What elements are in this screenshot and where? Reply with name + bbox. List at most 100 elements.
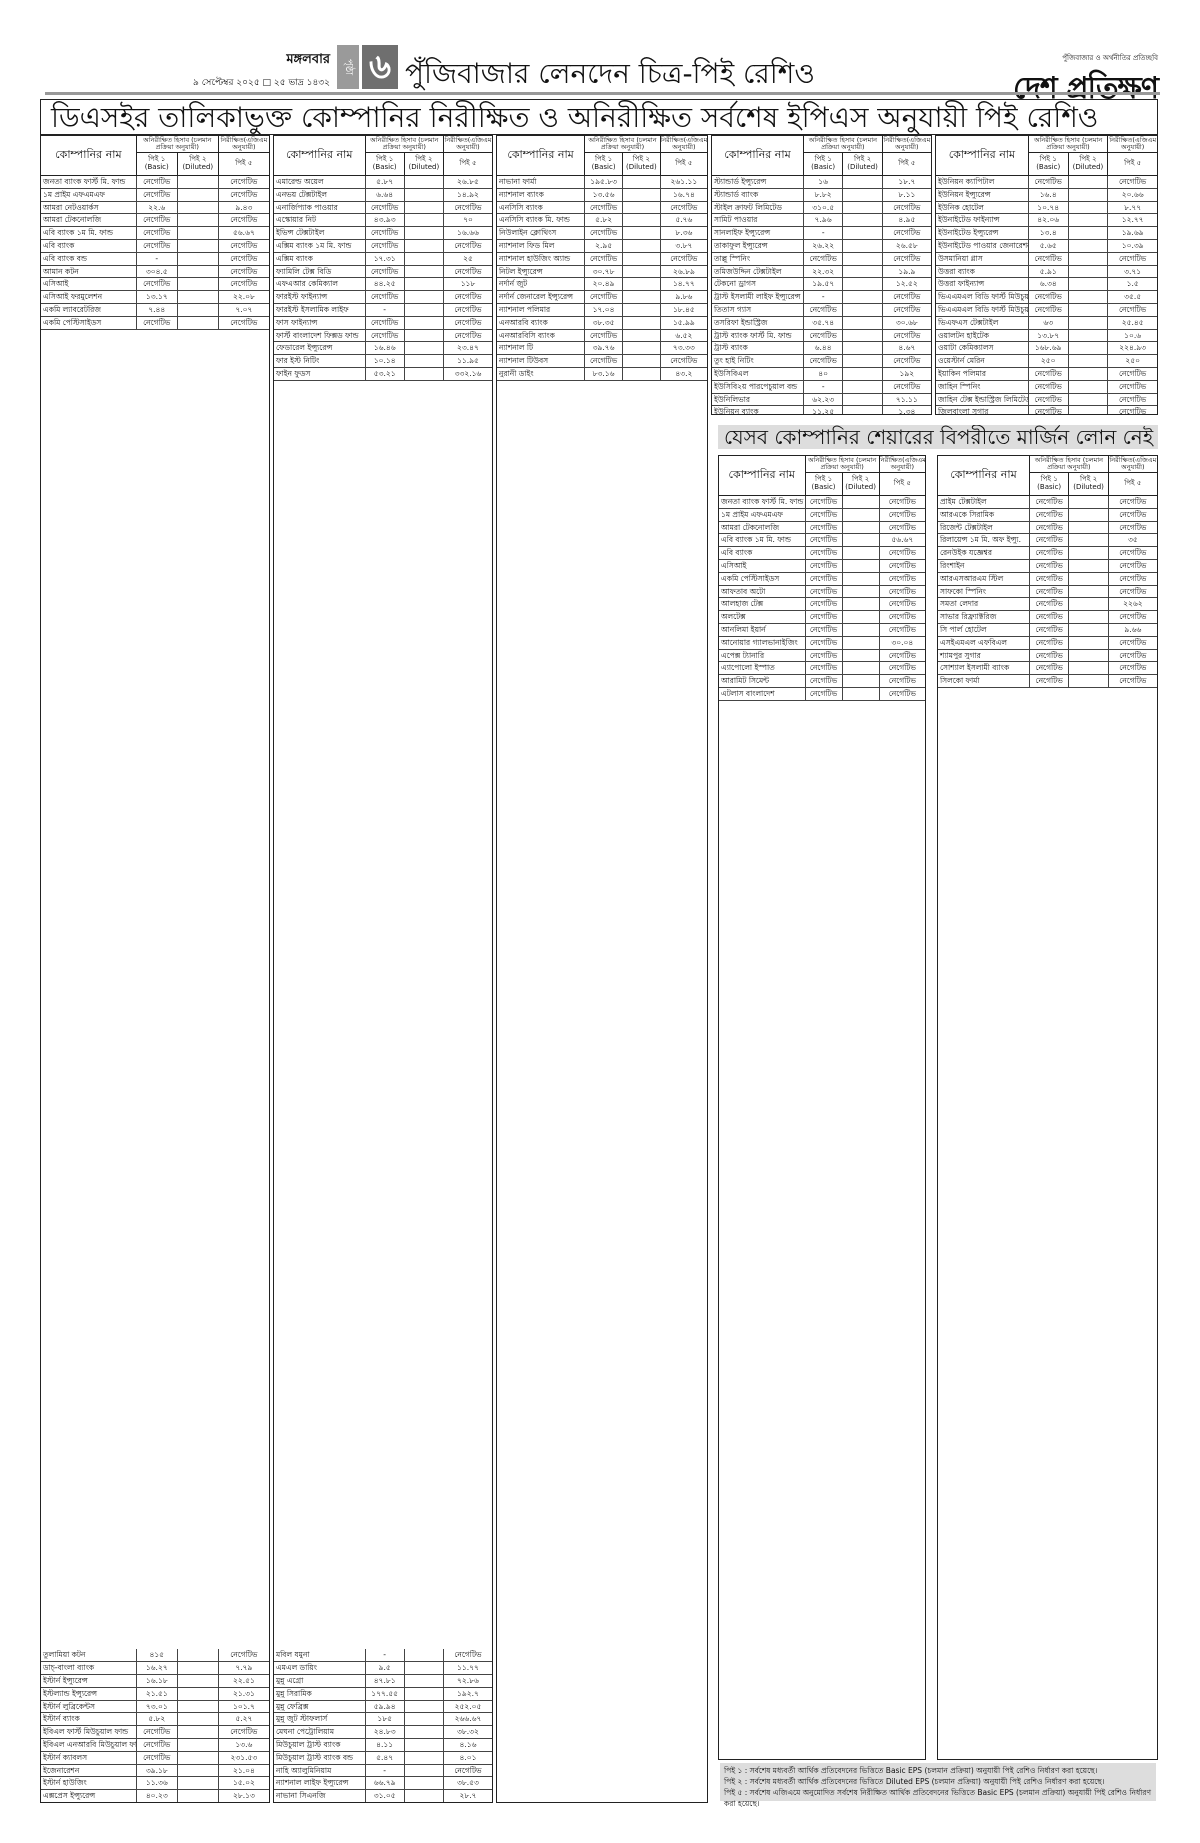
col-audited: নিরীক্ষিত(এজিএম অনুযায়ী) — [878, 455, 926, 473]
company-name: নিটল ইন্স্যুরেন্স — [497, 265, 586, 278]
pe5-value: ৪.৯৫ — [898, 215, 916, 225]
table-row: অলটেক্স নেগেটিভ নেগেটিভ — [719, 611, 925, 624]
pe1-value: নেগেটিভ — [1029, 303, 1069, 316]
col-unaudited: অনিরীক্ষিত হিসাব (চলমান প্রক্রিয়া অনুযা… — [1029, 456, 1109, 473]
table-row: ন্যাশনাল ফিড মিল ২.৯৫ ৩.৮৭ — [497, 239, 707, 253]
company-name: এক্সপ্রেস ইন্স্যুরেন্স — [41, 1790, 137, 1802]
company-name: সোশ্যাল ইসলামী ব্যাংক — [938, 662, 1030, 675]
company-name: ন্যাশনাল পলিমার — [497, 303, 586, 316]
company-name: ভিএফএস টেক্সটাইল — [936, 316, 1029, 329]
pe1-value: নেগেটিভ — [806, 611, 843, 623]
company-name: ফ্যামিলি টেক্স বিডি — [274, 265, 366, 278]
col-unaudited: অনিরীক্ষিত হিসাব (চলমান প্রক্রিয়া অনুযা… — [1028, 136, 1109, 153]
pe1-value: ১৩.৮৭ — [1029, 329, 1069, 342]
newspaper-logo: পুঁজিবাজার ও অর্থনীতির প্রতিচ্ছবি দেশ প্… — [1013, 52, 1159, 115]
pe5-value: নেগেটিভ — [893, 228, 921, 238]
table-row: মুন্নু এগ্রো ৪৭.৮১ ৭২.৮৬ — [274, 1675, 492, 1688]
table-row: ট্রাস্ট ব্যাংক ৬.৪৪ ৪.৬৭ — [712, 342, 931, 356]
pe5-value: ৫.৭৬ — [675, 215, 693, 225]
pe1-value: নেগেটিভ — [806, 636, 843, 649]
company-name: ইউনাইটেড পাওয়ার জেনারেশন — [938, 239, 1029, 252]
col-audited: নিরীক্ষিত(এজিএম অনুযায়ী) — [660, 135, 708, 153]
table-row: ১ম প্রাইম এফএমএফ নেগেটিভ নেগেটিভ — [719, 508, 925, 522]
pe1-value: ৬৩ — [1029, 316, 1069, 329]
pe1-value: নেগেটিভ — [366, 265, 405, 278]
pe1-value: ৫.৪৭ — [366, 1751, 405, 1764]
pe5-value: ২৬১.১১ — [670, 177, 698, 186]
pe5-value: নেগেটিভ — [888, 612, 916, 622]
page-label: পৃষ্ঠা — [337, 45, 359, 89]
col-pe2: পিই ২ (Diluted) — [623, 153, 661, 175]
pe5-value: নেগেটিভ — [888, 586, 916, 596]
pe5-value: ২২৬২ — [1123, 599, 1143, 609]
table-row: তুলামিয়া কটন ৪১৫ নেগেটিভ — [41, 1649, 269, 1663]
company-name: ট্রাস্ট ব্যাংক — [712, 342, 804, 355]
company-name: ইউনিলিভার — [712, 393, 804, 406]
pe1-value: ৪০.২৩ — [137, 1790, 178, 1802]
pe5-value: ৩৮.৩২ — [457, 1727, 479, 1737]
company-name: ইস্টার্ন ইন্স্যুরেন্স — [41, 1675, 137, 1687]
pe5-value: নেগেটিভ — [670, 253, 698, 263]
company-name: আমান কটন — [41, 265, 137, 278]
pe1-value: নেগেটিভ — [806, 496, 843, 508]
pe2-value — [843, 367, 883, 380]
table-row: ইউনাইটেড ইন্স্যুরেন্স ১৩.৪ ১৯.৬৯ — [936, 227, 1157, 240]
logo-tagline: পুঁজিবাজার ও অর্থনীতির প্রতিচ্ছবি — [1062, 54, 1158, 62]
pe1-value: ১১.২৫ — [804, 406, 844, 414]
pe5-value: ২৫২.০৫ — [454, 1701, 482, 1711]
pe2-value — [1069, 252, 1109, 265]
company-name: ইউনিয়ন ব্যাংক — [712, 406, 804, 414]
table-row: নাভানা ফার্মা ১৯৫.৮৩ ২৬১.১১ — [497, 176, 707, 189]
pe-ratio-table: কোম্পানির নাম অনিরীক্ষিত হিসাব (চলমান প্র… — [496, 135, 708, 1803]
pe5-value: নেগেটিভ — [454, 1650, 482, 1660]
pe2-value — [178, 1739, 219, 1751]
pe1-value: ৮.৮২ — [804, 188, 844, 201]
pe1-value: ৭.৯৬ — [804, 214, 844, 227]
table-row: টেকনো ড্রাগস ১৯.৫৭ ১২.৫২ — [712, 278, 931, 292]
pe2-value — [1069, 611, 1109, 623]
pe5-value: ৪.১৬ — [459, 1740, 477, 1750]
table-row: এমএল ডায়িং ৯.৫ ১১.৭৭ — [274, 1662, 492, 1676]
table-header: কোম্পানির নাম অনিরীক্ষিত হিসাব (চলমান প্র… — [274, 136, 492, 176]
col-pe1: পিই ১ (Basic) — [137, 153, 178, 175]
table-row: মুন্নু জুট স্টাফলার্স ১৮৫ ২৬৬.৬৭ — [274, 1713, 492, 1727]
table-row: এবি ব্যাংক ১ম মি. ফান্ড নেগেটিভ ৫৬.৬৭ — [41, 227, 269, 240]
pe1-value: নেগেটিভ — [1030, 649, 1070, 662]
table-header: কোম্পানির নাম অনিরীক্ষিত হিসাব (চলমান প্র… — [938, 456, 1157, 496]
pe1-value: নেগেটিভ — [1029, 380, 1069, 393]
company-name: ইউনিক হোটেল — [936, 201, 1029, 214]
company-name: নর্দার্ন জেনারেল ইন্স্যুরেন্স — [497, 291, 586, 303]
pe2-value — [405, 1790, 445, 1802]
table-row: ভিএএমএল বিডি ফার্স্ট মিউচুয়াল ১নেগেটিভ ৩… — [936, 291, 1157, 304]
pe1-value: নেগেটিভ — [137, 176, 178, 188]
pe5-value: নেগেটিভ — [1119, 177, 1147, 186]
pe2-value — [1069, 675, 1109, 687]
pe5-value: নেগেটিভ — [1119, 509, 1147, 519]
pe1-value: ৫.৮২ — [137, 1713, 178, 1726]
pe5-value: নেগেটিভ — [1119, 560, 1147, 570]
pe2-value — [843, 316, 883, 329]
pe1-value: নেগেটিভ — [137, 316, 178, 329]
company-name: রিলায়েন্স ১ম মি. অফ ইন্স্যু. — [938, 534, 1030, 547]
col-company-name: কোম্পানির নাম — [936, 136, 1029, 175]
table-row: আফতাব অটো নেগেটিভ নেগেটিভ — [719, 585, 925, 599]
table-row: ইবিএল ফার্স্ট মিউচুয়াল ফান্ড নেগেটিভ নেগে… — [41, 1726, 269, 1740]
table-row: ভিএফএস টেক্সটাইল ৬৩ ২৫.৪৫ — [936, 316, 1157, 330]
pe5-value: ৭.০৭ — [235, 304, 253, 314]
col-unaudited: অনিরীক্ষিত হিসাব (চলমান প্রক্রিয়া অনুযা… — [585, 136, 661, 153]
company-name: নুরানী ডাইং — [497, 367, 586, 380]
pe5-value: ৭৩.৩৩ — [672, 343, 695, 353]
pe2-value — [405, 1662, 445, 1675]
pe5-value: ১৫.০২ — [232, 1778, 255, 1788]
pe2-value — [843, 649, 880, 662]
company-name: এনআরবি ব্যাংক — [497, 316, 586, 329]
pe1-value: নেগেটিভ — [806, 598, 843, 611]
table-row: সাফকো স্পিনিং নেগেটিভ নেগেটিভ — [938, 585, 1157, 599]
table-row: এক্সপ্রেস ইন্স্যুরেন্স ৪০.২৩ ২৮.১৩ — [41, 1790, 269, 1802]
table-row: ন্যাশনাল ব্যাংক ১৩.৫৬ ১৬.৭৪ — [497, 188, 707, 202]
pe1-value: ৫.৮৭ — [366, 176, 405, 188]
table-row: জাহিন টেক্স ইন্ডাস্ট্রিজ লিমিটেড নেগেটিভ ন… — [936, 393, 1157, 407]
company-name: আরএসআরএম স্টিল — [938, 572, 1030, 585]
pe5-value: নেগেটিভ — [888, 560, 916, 570]
pe5-value: ৩.৭১ — [1124, 266, 1142, 276]
